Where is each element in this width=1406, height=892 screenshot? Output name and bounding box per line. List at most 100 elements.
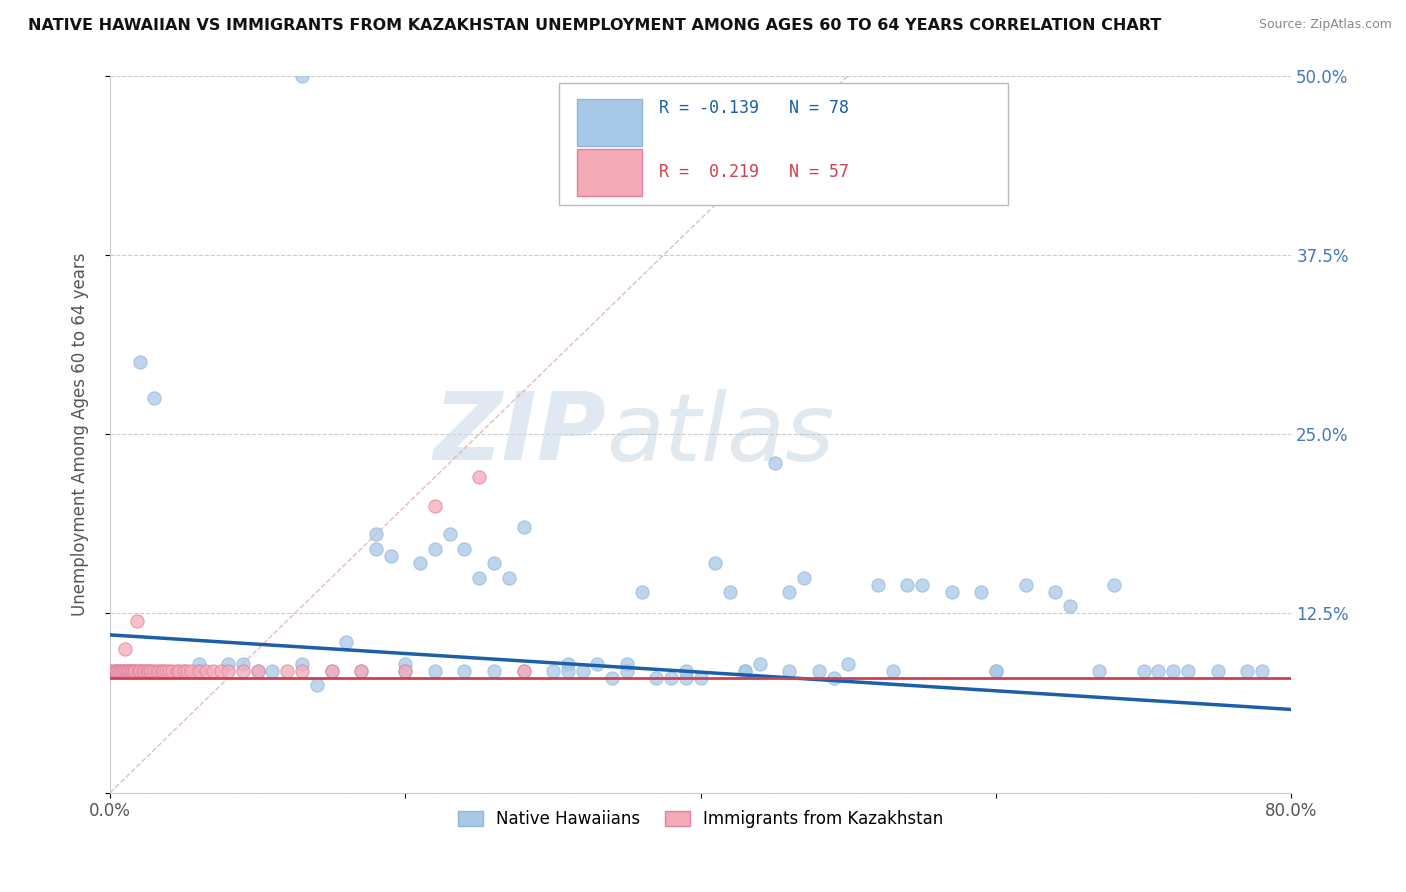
Point [305,678,328,692]
Y-axis label: Unemployment Among Ages 60 to 64 years: Unemployment Among Ages 60 to 64 years [72,252,89,615]
Point [675,671,697,685]
Text: atlas: atlas [606,389,834,480]
Point [217,657,239,671]
Point [970,585,993,599]
Point [394,657,416,671]
Point [423,664,446,678]
Point [778,664,800,678]
Point [187,664,209,678]
Point [896,577,918,591]
Point [807,664,830,678]
Point [152,664,174,678]
Point [155,664,177,678]
Point [128,664,150,678]
Point [763,456,786,470]
Point [111,664,134,678]
FancyBboxPatch shape [560,83,1008,204]
Point [139,664,162,678]
Point [1236,664,1258,678]
Point [1250,664,1272,678]
Point [423,541,446,556]
Point [1059,599,1081,614]
Point [616,664,638,678]
Point [117,664,139,678]
Point [1043,585,1066,599]
Point [118,664,141,678]
Text: R = -0.139   N = 78: R = -0.139 N = 78 [659,99,849,117]
Point [114,642,136,657]
Text: ZIP: ZIP [433,388,606,480]
Point [125,614,148,628]
Point [108,664,131,678]
Point [180,664,202,678]
Point [169,664,191,678]
Text: NATIVE HAWAIIAN VS IMMIGRANTS FROM KAZAKHSTAN UNEMPLOYMENT AMONG AGES 60 TO 64 Y: NATIVE HAWAIIAN VS IMMIGRANTS FROM KAZAK… [28,18,1161,33]
Point [262,664,284,678]
Point [114,664,136,678]
Point [512,664,534,678]
Point [350,664,373,678]
Point [138,664,160,678]
Point [468,470,491,484]
Point [150,664,173,678]
Point [380,549,402,563]
Point [941,585,963,599]
Point [157,664,180,678]
Point [321,664,343,678]
Point [866,577,889,591]
Point [209,664,232,678]
Point [1206,664,1229,678]
Point [541,664,564,678]
Point [453,664,475,678]
Point [1161,664,1184,678]
Point [107,664,129,678]
Point [1147,664,1170,678]
Point [1102,577,1125,591]
Point [136,664,159,678]
Point [132,664,155,678]
Point [146,664,169,678]
Point [291,664,314,678]
Point [364,541,387,556]
Point [276,664,298,678]
Point [98,664,121,678]
Point [141,664,163,678]
Point [645,671,668,685]
Point [131,664,153,678]
Point [394,664,416,678]
Point [176,664,198,678]
Point [512,664,534,678]
Point [291,657,314,671]
Point [112,664,135,678]
Point [704,556,727,570]
Point [571,664,593,678]
Point [512,520,534,534]
Point [659,671,682,685]
Point [127,664,149,678]
Point [600,671,623,685]
Point [110,664,132,678]
Point [160,664,183,678]
Point [911,577,934,591]
Point [482,556,505,570]
Point [675,664,697,678]
Point [246,664,269,678]
Point [557,657,579,671]
Point [335,635,357,649]
Point [321,664,343,678]
Point [718,585,741,599]
Point [586,657,609,671]
Point [143,664,166,678]
Point [984,664,1007,678]
Point [115,664,138,678]
Point [882,664,904,678]
Point [202,664,225,678]
Point [630,585,652,599]
Point [778,585,800,599]
Point [1132,664,1154,678]
Point [195,664,218,678]
Point [557,664,579,678]
Point [128,664,150,678]
Point [128,355,150,369]
Point [166,664,188,678]
